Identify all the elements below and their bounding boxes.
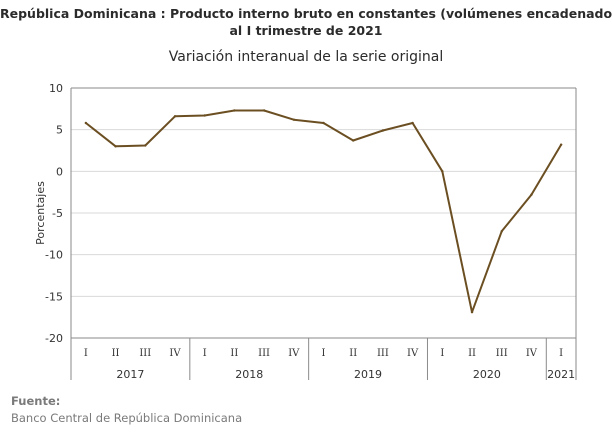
data-point bbox=[470, 310, 474, 314]
data-point bbox=[203, 114, 206, 117]
x-tick-label: III bbox=[377, 348, 389, 359]
data-point bbox=[411, 121, 414, 125]
year-label: 2021 bbox=[547, 368, 575, 381]
chart-title-line1: República Dominicana : Producto interno … bbox=[0, 6, 612, 21]
year-label: 2018 bbox=[235, 368, 263, 381]
chart-title: República Dominicana : Producto interno … bbox=[0, 5, 612, 39]
x-tick-label: III bbox=[258, 348, 270, 359]
x-tick-label: III bbox=[496, 348, 508, 359]
x-tick-label: I bbox=[84, 348, 88, 359]
y-tick-label: 0 bbox=[56, 165, 63, 178]
data-point bbox=[173, 115, 177, 118]
source-text: Banco Central de República Dominicana bbox=[11, 411, 243, 425]
y-axis-label: Porcentajes bbox=[34, 181, 47, 245]
data-point bbox=[322, 121, 325, 125]
y-tick-label: -5 bbox=[52, 207, 63, 220]
data-point bbox=[262, 109, 266, 112]
data-point bbox=[144, 144, 147, 147]
data-point bbox=[114, 145, 117, 148]
x-tick-label: II bbox=[468, 348, 476, 359]
source-label: Fuente: bbox=[11, 394, 61, 408]
y-tick-label: 10 bbox=[49, 82, 63, 95]
data-point bbox=[530, 193, 533, 196]
series-line bbox=[84, 109, 563, 314]
y-tick-label: -10 bbox=[45, 249, 63, 262]
year-label: 2019 bbox=[354, 368, 382, 381]
data-point bbox=[352, 139, 355, 142]
x-tick-label: I bbox=[322, 348, 326, 359]
data-point bbox=[441, 170, 444, 173]
x-tick-label: II bbox=[112, 348, 120, 359]
x-tick-label: I bbox=[440, 348, 444, 359]
x-tick-label: III bbox=[139, 348, 151, 359]
y-tick-label: -15 bbox=[45, 290, 63, 303]
x-tick-label: IV bbox=[407, 348, 419, 359]
data-point bbox=[500, 230, 503, 233]
x-tick-label: IV bbox=[526, 348, 538, 359]
x-tick-label: II bbox=[230, 348, 238, 359]
data-point bbox=[84, 121, 88, 125]
y-tick-label: -20 bbox=[45, 332, 63, 345]
data-point bbox=[233, 109, 236, 112]
x-tick-label: II bbox=[349, 348, 357, 359]
y-tick-label: 5 bbox=[56, 124, 63, 137]
data-point bbox=[292, 118, 295, 121]
x-tick-label: IV bbox=[169, 348, 181, 359]
year-label: 2017 bbox=[116, 368, 144, 381]
x-tick-label: I bbox=[203, 348, 207, 359]
x-tick-label: IV bbox=[288, 348, 300, 359]
data-point bbox=[381, 129, 385, 132]
chart-title-line2: al I trimestre de 2021 bbox=[229, 23, 383, 38]
data-point bbox=[559, 143, 563, 146]
x-tick-label: I bbox=[559, 348, 563, 359]
chart-subtitle: Variación interanual de la serie origina… bbox=[168, 49, 444, 65]
year-label: 2020 bbox=[473, 368, 501, 381]
